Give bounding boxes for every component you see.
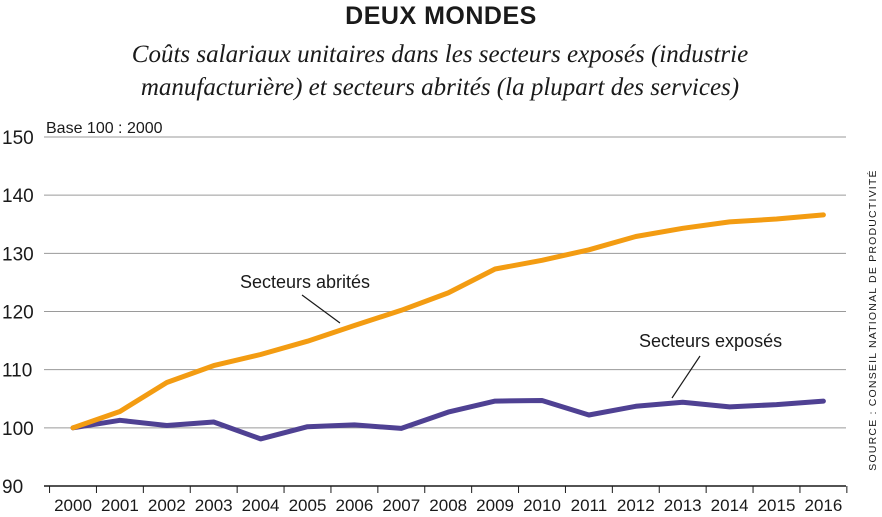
chart-title: DEUX MONDES bbox=[345, 2, 537, 30]
x-tick-label-2005: 2005 bbox=[289, 496, 327, 515]
y-tick-label-120: 120 bbox=[2, 303, 34, 324]
x-tick-label-2009: 2009 bbox=[476, 496, 514, 515]
x-tick-label-2016: 2016 bbox=[804, 496, 842, 515]
x-tick-label-2007: 2007 bbox=[382, 496, 420, 515]
x-tick-label-2000: 2000 bbox=[54, 496, 92, 515]
grid-lines bbox=[44, 136, 846, 429]
x-tick-label-2008: 2008 bbox=[429, 496, 467, 515]
y-tick-label-110: 110 bbox=[2, 361, 32, 382]
chart-subtitle: Coûts salariaux unitaires dans les secte… bbox=[131, 41, 749, 101]
x-tick-label-2013: 2013 bbox=[664, 496, 702, 515]
unit-label: Base 100 : 2000 bbox=[46, 120, 163, 137]
y-axis-labels: 90 100 110 120 130 140 150 bbox=[2, 128, 34, 498]
series-lines bbox=[70, 212, 826, 442]
x-tick-label-2011: 2011 bbox=[571, 496, 608, 515]
x-axis: 2000 2001 2002 2003 2004 2005 2006 2007 2008 2009… bbox=[44, 485, 848, 515]
x-tick-label-2010: 2010 bbox=[523, 496, 561, 515]
series-line-secteurs-abrit-s bbox=[70, 212, 826, 431]
x-tick-label-2006: 2006 bbox=[335, 496, 373, 515]
x-tick-label-2003: 2003 bbox=[195, 496, 233, 515]
x-tick-label-2002: 2002 bbox=[148, 496, 186, 515]
y-tick-label-150: 150 bbox=[2, 128, 34, 149]
series-label-secteurs-abrites: Secteurs abrités bbox=[240, 272, 370, 292]
y-tick-label-140: 140 bbox=[2, 186, 34, 207]
x-tick-label-2012: 2012 bbox=[617, 496, 655, 515]
x-tick-label-2001: 2001 bbox=[101, 496, 139, 515]
y-tick-label-130: 130 bbox=[2, 244, 34, 265]
y-tick-label-100: 100 bbox=[2, 419, 34, 440]
series-line-secteurs-expos-s bbox=[70, 398, 826, 442]
leader-line-exposes bbox=[671, 355, 701, 399]
x-tick-label-2004: 2004 bbox=[242, 496, 280, 515]
x-tick-label-2015: 2015 bbox=[758, 496, 796, 515]
y-tick-label-90: 90 bbox=[2, 477, 23, 498]
x-tick-label-2014: 2014 bbox=[711, 496, 749, 515]
series-label-secteurs-exposes: Secteurs exposés bbox=[639, 331, 782, 351]
leader-line-abrites bbox=[301, 294, 341, 324]
series-labels: Secteurs abrités Secteurs exposés bbox=[240, 272, 782, 399]
